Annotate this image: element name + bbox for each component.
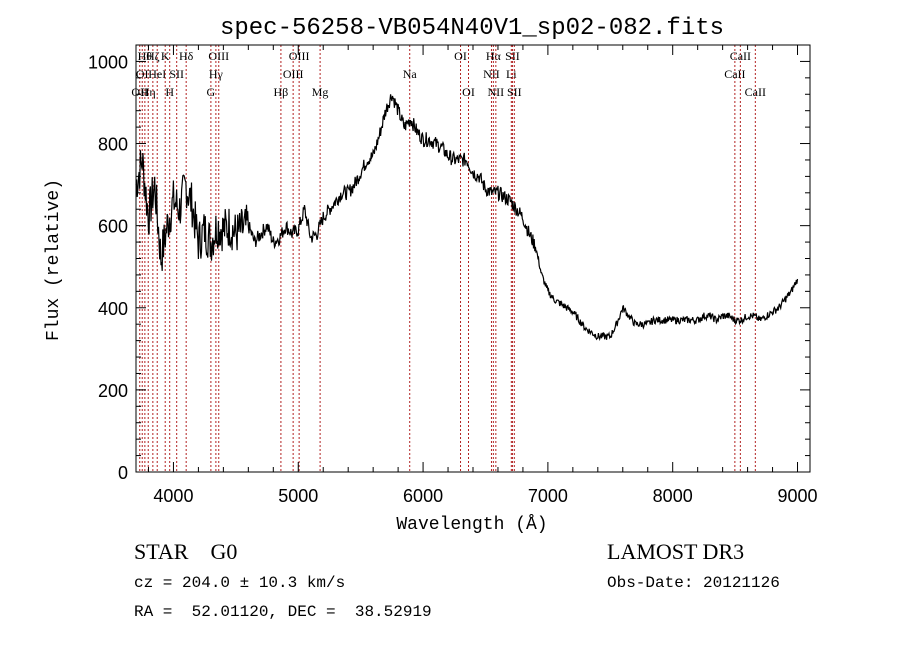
object-class: STAR G0 (134, 539, 238, 564)
line-marker-label: CaII (745, 85, 766, 99)
line-marker-label: OI (462, 85, 475, 99)
y-axis-label: Flux (relative) (44, 179, 64, 341)
y-tick-label: 400 (98, 299, 128, 319)
line-marker-label: NII (488, 85, 505, 99)
line-marker-label: NII (483, 67, 500, 81)
line-marker-label: SII (505, 49, 520, 63)
x-tick-label: 4000 (153, 486, 193, 506)
plot-frame (135, 44, 811, 473)
line-marker-label: Hβ (274, 85, 289, 99)
y-tick-label: 800 (98, 135, 128, 155)
x-tick-label: 8000 (653, 486, 693, 506)
y-tick-label: 0 (118, 463, 128, 483)
line-marker-label: CaII (730, 49, 751, 63)
line-marker-label: G (207, 85, 216, 99)
redshift-line: cz = 204.0 ± 10.3 km/s (134, 574, 346, 592)
y-axis: 0 200 400 600 800 1000 (88, 52, 810, 483)
survey-name: LAMOST DR3 (607, 539, 745, 564)
spectrum-line (135, 94, 799, 342)
line-marker-label: Hζ (146, 49, 160, 63)
line-marker-label: Hδ (179, 49, 194, 63)
ra-dec-line: RA = 52.01120, DEC = 38.52919 (134, 603, 432, 621)
line-marker-label: Hη (141, 85, 156, 99)
line-marker-label: Mg (312, 85, 329, 99)
obs-date: Obs-Date: 20121126 (607, 574, 780, 592)
line-marker-label: H (165, 85, 174, 99)
line-marker-label: CaII (724, 67, 745, 81)
x-tick-label: 5000 (278, 486, 318, 506)
line-marker-label: Hθ (138, 49, 153, 63)
line-marker-label: Li (506, 67, 517, 81)
line-marker-label: SII (169, 67, 184, 81)
x-tick-label: 7000 (528, 486, 568, 506)
line-marker-label: Hα (486, 49, 502, 63)
y-tick-label: 1000 (88, 52, 128, 72)
line-marker-label: K (161, 49, 170, 63)
x-tick-label: 6000 (403, 486, 443, 506)
x-tick-label: 9000 (777, 486, 817, 506)
chart-title: spec-56258-VB054N40V1_sp02-082.fits (220, 15, 724, 42)
line-marker-label: OI (454, 49, 467, 63)
line-marker-label: SII (507, 85, 522, 99)
x-axis: 4000 5000 6000 7000 8000 9000 (147, 45, 818, 506)
y-tick-label: 200 (98, 381, 128, 401)
line-marker-label: OIII (208, 49, 229, 63)
line-marker-label: OIII (289, 49, 310, 63)
line-marker-label: OIII (283, 67, 304, 81)
line-marker-label: HeI (148, 67, 166, 81)
emission-line-markers: OIIOIHθHηHζHeIKHSIIHδGHγOIIIHβOIIIOIIIMg… (131, 45, 766, 472)
line-marker-label: Hγ (209, 67, 224, 81)
y-tick-label: 600 (98, 217, 128, 237)
line-marker-label: OI (136, 67, 149, 81)
line-marker-label: Na (403, 67, 418, 81)
x-axis-label: Wavelength (Å) (396, 514, 547, 535)
